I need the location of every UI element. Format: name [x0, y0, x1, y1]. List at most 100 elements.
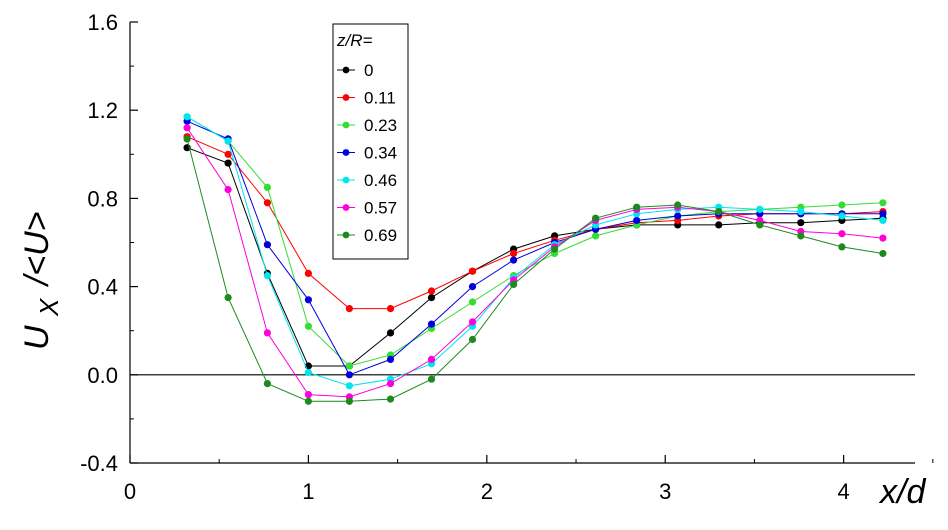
- data-point: [263, 329, 271, 337]
- series-0.34: [183, 117, 887, 379]
- legend-label: 0.34: [364, 144, 397, 163]
- data-point: [304, 369, 312, 377]
- data-point: [879, 249, 887, 258]
- data-point: [838, 243, 846, 251]
- data-point: [468, 283, 477, 291]
- series-0.23: [183, 113, 887, 370]
- legend-item: 0.57: [337, 199, 397, 218]
- data-point: [468, 298, 477, 306]
- data-point: [263, 272, 271, 280]
- y-tick-label: 0.8: [87, 186, 118, 211]
- data-point: [304, 391, 312, 399]
- legend-label: 0.23: [364, 116, 397, 135]
- data-point: [304, 322, 312, 330]
- legend-box: [332, 23, 409, 260]
- data-point: [756, 205, 764, 213]
- y-axis-title-sub: X: [34, 297, 64, 317]
- y-tick-label: 1.2: [87, 98, 118, 123]
- legend-label: 0.69: [364, 226, 397, 245]
- data-point: [838, 212, 846, 220]
- data-point: [224, 150, 232, 158]
- legend-item: 0.23: [337, 116, 397, 135]
- series-line: [186, 116, 883, 367]
- data-point: [509, 280, 518, 288]
- data-point: [633, 203, 641, 211]
- series-line: [186, 120, 883, 376]
- data-point: [468, 335, 477, 344]
- data-point: [263, 183, 271, 191]
- data-point: [183, 113, 191, 121]
- legend-title: z/R=: [336, 31, 373, 50]
- legend-item: 0.34: [337, 144, 397, 163]
- data-point: [224, 294, 232, 302]
- y-tick-label: 0.0: [87, 363, 118, 388]
- data-point: [756, 221, 764, 229]
- data-point: [715, 221, 723, 229]
- data-point: [345, 305, 353, 313]
- x-tick-label: 0: [124, 479, 136, 504]
- legend-label: 0.11: [364, 89, 396, 108]
- legend-item: 0.69: [337, 226, 397, 245]
- y-tick-label: 1.6: [87, 10, 118, 35]
- data-point: [674, 212, 682, 220]
- x-tick-label: 1: [302, 479, 314, 504]
- data-point: [345, 382, 353, 390]
- legend-swatch-marker: [342, 66, 350, 74]
- legend-swatch-marker: [342, 121, 350, 129]
- y-tick-label: 0.4: [87, 275, 118, 300]
- y-axis-title-main: U: [18, 325, 56, 350]
- x-tick-label: 2: [481, 479, 493, 504]
- data-point: [879, 234, 887, 242]
- data-point: [345, 371, 353, 379]
- legend-item: 0: [337, 61, 373, 80]
- data-point: [674, 201, 682, 209]
- data-point: [345, 397, 353, 405]
- data-point: [427, 320, 436, 328]
- data-point: [224, 186, 232, 194]
- data-point: [633, 216, 641, 224]
- data-point: [427, 355, 436, 363]
- data-point: [715, 208, 723, 216]
- data-point: [797, 219, 805, 227]
- data-point: [879, 210, 887, 218]
- data-point: [183, 135, 191, 143]
- legend-label: 0.57: [364, 199, 397, 218]
- data-point: [345, 362, 353, 370]
- legend-label: 0.46: [364, 171, 397, 190]
- legend-swatch-marker: [342, 204, 350, 211]
- data-point: [386, 305, 395, 313]
- data-point: [838, 201, 846, 209]
- legend-item: 0.11: [337, 89, 396, 108]
- data-point: [183, 124, 191, 132]
- data-point: [509, 249, 518, 258]
- series-line: [186, 138, 883, 402]
- series-0.57: [183, 124, 887, 401]
- legend-item: 0.46: [337, 171, 397, 190]
- x-tick-label: 3: [659, 479, 671, 504]
- data-point: [263, 380, 271, 388]
- data-point: [263, 199, 271, 207]
- data-point: [304, 269, 312, 277]
- y-tick-label: -0.4: [80, 451, 118, 476]
- legend-swatch-marker: [342, 176, 350, 184]
- data-point: [797, 232, 805, 240]
- data-point: [386, 355, 395, 363]
- data-point: [386, 395, 395, 403]
- series-0.69: [183, 135, 887, 405]
- data-point: [468, 318, 477, 326]
- data-point: [304, 296, 312, 304]
- data-point: [427, 287, 436, 295]
- series-line: [186, 116, 883, 387]
- data-point: [427, 375, 436, 383]
- x-axis-title: x/d: [878, 473, 926, 511]
- axes: -0.4 0.0 0.4 0.8 1.2 1.6 0 1 2 3 4: [80, 10, 934, 504]
- data-point: [386, 380, 395, 388]
- data-point: [838, 230, 846, 238]
- data-point: [879, 199, 887, 207]
- series-0: [183, 144, 887, 370]
- data-point: [879, 216, 887, 224]
- data-point: [592, 214, 600, 222]
- legend: z/R= 0 0.11 0.23 0.34 0.46 0.57 0.69: [332, 23, 409, 260]
- data-point: [386, 329, 395, 337]
- x-tick-label: 4: [838, 479, 850, 504]
